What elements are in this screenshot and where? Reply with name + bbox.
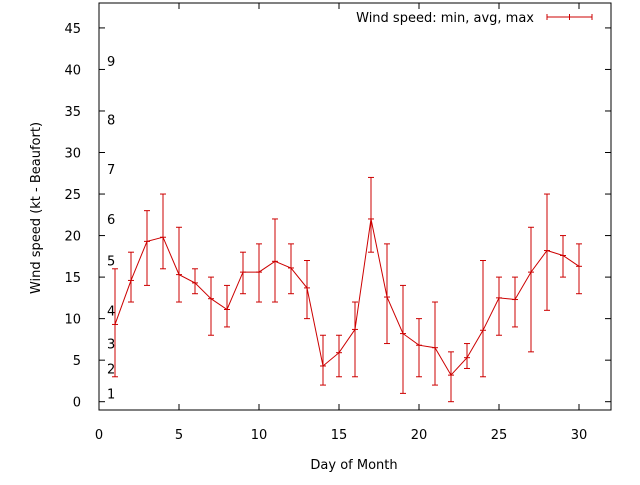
x-tick-label: 20 xyxy=(411,428,428,443)
y-axis-label: Wind speed (kt - Beaufort) xyxy=(29,122,44,294)
x-tick-label: 15 xyxy=(331,428,348,443)
y-tick-label: 20 xyxy=(64,230,81,245)
beaufort-label: 3 xyxy=(107,338,115,353)
x-tick-label: 25 xyxy=(491,428,508,443)
x-tick-label: 30 xyxy=(571,428,588,443)
plot-frame xyxy=(98,2,612,411)
beaufort-labels: 1 2 3 4 5 6 7 8 9 xyxy=(107,55,115,402)
beaufort-label: 1 xyxy=(107,387,115,402)
x-axis-label: Day of Month xyxy=(310,458,397,473)
x-tick-label: 5 xyxy=(175,428,183,443)
legend-label: Wind speed: min, avg, max xyxy=(356,11,534,26)
beaufort-label: 6 xyxy=(107,213,115,228)
beaufort-label: 2 xyxy=(107,362,115,377)
beaufort-label: 9 xyxy=(107,55,115,70)
y-tick-label: 15 xyxy=(64,271,81,286)
y-tick-label: 30 xyxy=(64,147,81,162)
series-layer xyxy=(112,176,582,403)
beaufort-label: 8 xyxy=(107,113,115,128)
y-tick-label: 0 xyxy=(73,396,81,411)
x-tick-label: 10 xyxy=(251,428,268,443)
y-tick-label: 35 xyxy=(64,105,81,120)
y-tick-label: 5 xyxy=(73,354,81,369)
beaufort-label: 7 xyxy=(107,163,115,178)
y-tick-label: 10 xyxy=(64,313,81,328)
beaufort-label: 5 xyxy=(107,254,115,269)
y-tick-label: 45 xyxy=(64,22,81,37)
beaufort-label: 4 xyxy=(107,304,115,319)
x-tick-label: 0 xyxy=(95,428,103,443)
y-tick-label: 40 xyxy=(64,63,81,78)
avg-line xyxy=(114,218,580,376)
legend: Wind speed: min, avg, max xyxy=(356,11,593,26)
y-tick-label: 25 xyxy=(64,188,81,203)
